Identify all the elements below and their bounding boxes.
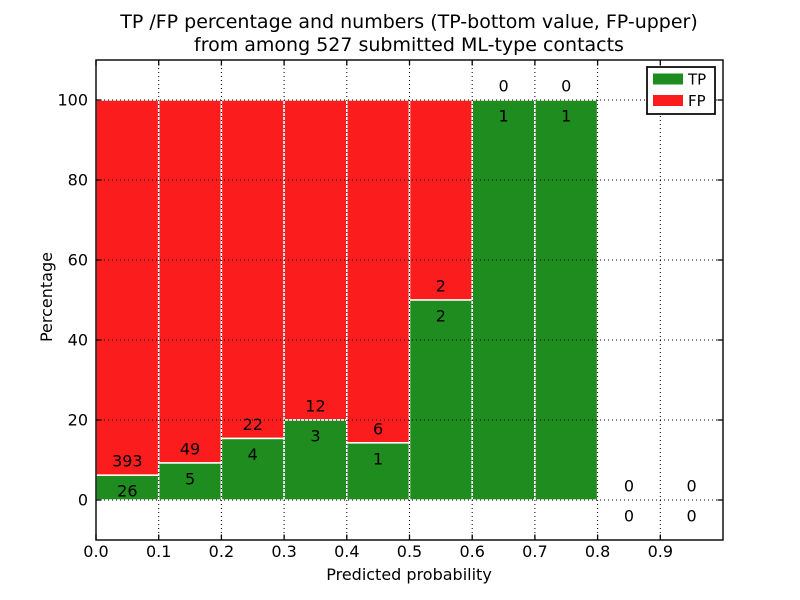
tp-count-label: 2 [436,307,446,326]
fp-count-label: 22 [243,415,263,434]
bar-fp-segment [283,99,348,421]
y-tick-label: 100 [57,91,88,110]
tp-count-label: 26 [117,482,137,501]
legend-label-fp: FP [688,92,706,110]
x-tick-label: 0.8 [585,542,610,561]
tp-count-label: 3 [310,427,320,446]
y-tick-label: 40 [68,331,88,350]
x-tick-label: 0.2 [209,542,234,561]
bar-tp-segment [534,99,599,501]
x-tick-label: 0.1 [146,542,171,561]
fp-count-label: 0 [624,477,634,496]
x-tick-label: 0.4 [334,542,359,561]
bar-tp-segment [157,462,223,501]
y-tick-label: 0 [78,491,88,510]
bar-fp-segment [220,99,285,440]
tp-count-label: 1 [373,449,383,468]
fp-count-label: 0 [498,77,508,96]
x-tick-label: 0.0 [83,542,108,561]
legend-swatch-fp [653,95,683,106]
fp-count-label: 6 [373,419,383,438]
tp-count-label: 1 [561,107,571,126]
fp-count-label: 49 [180,439,200,458]
fp-count-label: 2 [436,277,446,296]
tp-count-label: 4 [248,445,258,464]
chart-title-line2: from among 527 submitted ML-type contact… [194,34,624,56]
fp-count-label: 12 [305,397,325,416]
bar-tp-segment [408,299,473,501]
x-tick-label: 0.5 [397,542,422,561]
y-tick-label: 60 [68,251,88,270]
fp-count-label: 0 [561,77,571,96]
bar-tp-segment [346,442,411,501]
y-axis-label: Percentage [37,252,56,342]
bar-fp-segment [157,99,223,464]
legend-swatch-tp [653,73,683,85]
y-tick-label: 80 [68,171,88,190]
tp-count-label: 0 [624,507,634,526]
x-tick-label: 0.7 [522,542,547,561]
fp-count-label: 0 [687,477,697,496]
x-tick-label: 0.6 [459,542,484,561]
tp-count-label: 1 [498,107,508,126]
tp-count-label: 0 [687,507,697,526]
x-axis-label: Predicted probability [326,565,492,584]
y-tick-label: 20 [68,411,88,430]
bar-fp-segment [346,99,411,444]
tp-count-label: 5 [185,469,195,488]
bar-tp-segment [471,99,536,501]
chart-title-line1: TP /FP percentage and numbers (TP-bottom… [119,11,698,33]
legend-label-tp: TP [687,71,706,89]
bar-fp-segment [408,99,473,301]
x-tick-label: 0.9 [648,542,673,561]
x-tick-label: 0.3 [271,542,296,561]
fp-count-label: 393 [112,452,143,471]
chart-generated-content: 0.0 0.1 0.2 0.3 0.4 0.5 0.6 0.7 0.8 0.90204060801… [57,59,724,561]
bar-fp-segment [95,99,160,476]
